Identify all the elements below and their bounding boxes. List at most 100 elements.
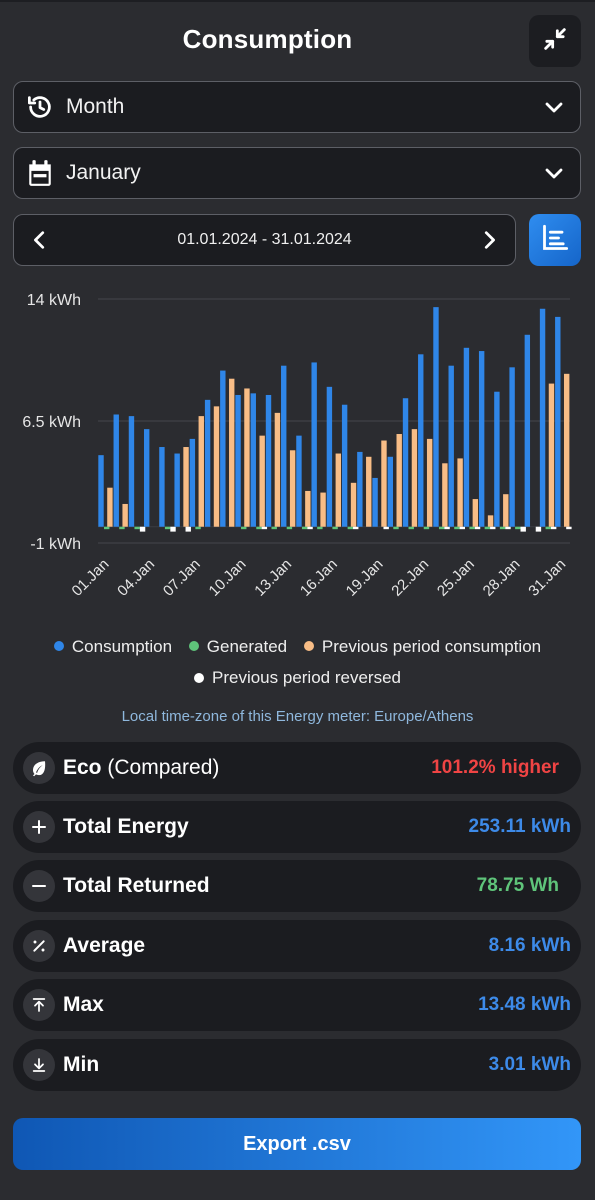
generated-bar bbox=[286, 526, 293, 530]
previous-consumption-bar bbox=[259, 435, 265, 527]
previous-reversed-bar bbox=[566, 526, 572, 530]
chart-toggle-button[interactable] bbox=[529, 214, 581, 266]
previous-consumption-bar bbox=[320, 492, 326, 527]
generated-bar bbox=[119, 526, 125, 530]
consumption-bar bbox=[189, 438, 196, 527]
arrow-up-to-line-icon bbox=[23, 989, 55, 1021]
generated-bar bbox=[317, 526, 323, 530]
generated-bar bbox=[545, 526, 551, 530]
generated-bar bbox=[164, 526, 171, 530]
collapse-button[interactable] bbox=[529, 15, 581, 67]
consumption-bar bbox=[296, 435, 302, 527]
generated-bar bbox=[454, 526, 460, 530]
previous-reversed-bar bbox=[261, 526, 268, 530]
plus-icon bbox=[23, 811, 55, 843]
chevron-left-icon bbox=[34, 231, 45, 249]
month-select[interactable]: January bbox=[13, 147, 581, 199]
stat-eco-value: 101.2% higher bbox=[431, 757, 559, 778]
period-select-value: Month bbox=[66, 95, 125, 118]
consumption-bar bbox=[524, 334, 531, 527]
stat-total-returned-value: 78.75 Wh bbox=[476, 875, 559, 896]
chart-icon bbox=[541, 224, 569, 257]
previous-reversed-bar bbox=[353, 526, 359, 530]
consumption-bar bbox=[204, 399, 211, 527]
stat-total-energy-label: Total Energy bbox=[63, 815, 189, 838]
consumption-bar bbox=[357, 451, 363, 527]
consumption-chart: 14 kWh 6.5 kWh -1 kWh 01.Jan 04.Jan 07.Jan 10.… bbox=[0, 280, 595, 650]
x-tick-label: 25.Jan bbox=[434, 556, 478, 600]
legend-label: Previous period consumption bbox=[321, 636, 542, 656]
consumption-bar bbox=[387, 456, 394, 527]
previous-reversed-bar bbox=[459, 526, 466, 530]
previous-consumption-bar bbox=[472, 499, 479, 527]
consumption-bar bbox=[402, 398, 409, 527]
legend-label: Generated bbox=[206, 636, 288, 656]
previous-reversed-bar bbox=[383, 526, 389, 530]
legend-label: Consumption bbox=[71, 636, 173, 656]
generated-bar bbox=[438, 526, 445, 530]
stat-average-label: Average bbox=[63, 934, 146, 957]
previous-reversed-bar bbox=[505, 526, 511, 530]
previous-reversed-bar bbox=[170, 526, 176, 532]
previous-consumption-bar bbox=[442, 463, 448, 527]
previous-consumption-bar bbox=[183, 447, 189, 527]
previous-consumption-bar bbox=[244, 388, 250, 527]
x-tick-label: 04.Jan bbox=[114, 556, 158, 600]
x-tick-label: 31.Jan bbox=[525, 556, 569, 600]
generated-bar bbox=[499, 526, 506, 530]
y-tick-label: -1 kWh bbox=[30, 536, 81, 553]
consumption-bar bbox=[478, 351, 485, 527]
period-select[interactable]: Month bbox=[13, 81, 581, 133]
consumption-bar bbox=[159, 447, 165, 527]
generated-bar bbox=[469, 526, 475, 530]
export-csv-button[interactable]: Export .csv bbox=[13, 1118, 581, 1170]
previous-reversed-bar bbox=[307, 526, 313, 530]
chevron-down-icon bbox=[541, 94, 567, 120]
legend-item-reversed[interactable]: Previous period reversed bbox=[194, 662, 401, 693]
previous-reversed-bar bbox=[535, 526, 542, 532]
legend-item-consumption[interactable]: Consumption bbox=[53, 631, 173, 662]
stat-min-label: Min bbox=[63, 1053, 100, 1076]
generated-bar bbox=[271, 526, 277, 530]
legend-label: Previous period reversed bbox=[212, 668, 401, 687]
previous-consumption-bar bbox=[381, 440, 387, 527]
generated-bar bbox=[301, 526, 308, 530]
generated-bar bbox=[104, 526, 110, 530]
consumption-bar bbox=[174, 453, 180, 527]
date-range-text: 01.01.2024 - 31.01.2024 bbox=[177, 231, 352, 248]
previous-reversed-bar bbox=[185, 526, 191, 532]
stat-min-value: 3.01 kWh bbox=[488, 1054, 571, 1075]
stat-average: Average 8.16 kWh bbox=[13, 920, 581, 972]
x-tick-label: 10.Jan bbox=[206, 556, 250, 600]
consumption-bar bbox=[448, 365, 454, 527]
month-select-value: January bbox=[66, 161, 141, 184]
previous-reversed-bar bbox=[139, 526, 146, 532]
consumption-bar bbox=[539, 308, 546, 527]
previous-consumption-bar bbox=[305, 490, 311, 527]
previous-consumption-bar bbox=[122, 503, 128, 527]
consumption-bar bbox=[433, 307, 439, 527]
history-icon bbox=[25, 92, 55, 122]
previous-period-button[interactable] bbox=[20, 220, 60, 260]
generated-bar bbox=[515, 526, 521, 530]
date-range-navigator: 01.01.2024 - 31.01.2024 bbox=[13, 214, 516, 266]
previous-consumption-bar bbox=[213, 406, 220, 527]
previous-consumption-bar bbox=[350, 482, 357, 527]
consumption-bar bbox=[494, 391, 500, 527]
consumption-bar bbox=[326, 386, 333, 527]
generated-bar bbox=[423, 526, 430, 530]
stat-total-energy-value: 253.11 kWh bbox=[468, 816, 571, 837]
previous-reversed-bar bbox=[474, 526, 481, 530]
stat-max-value: 13.48 kWh bbox=[478, 994, 571, 1015]
legend-item-previous[interactable]: Previous period consumption bbox=[303, 631, 542, 662]
chart-svg: 14 kWh 6.5 kWh -1 kWh 01.Jan 04.Jan 07.Jan 10.… bbox=[22, 292, 572, 600]
next-period-button[interactable] bbox=[469, 220, 509, 260]
calendar-icon bbox=[25, 158, 55, 188]
percent-icon bbox=[23, 930, 55, 962]
previous-consumption-bar bbox=[487, 515, 494, 527]
consumption-bar bbox=[113, 414, 119, 527]
x-tick-label: 28.Jan bbox=[480, 556, 524, 600]
legend-item-generated[interactable]: Generated bbox=[188, 631, 288, 662]
consumption-bar bbox=[220, 370, 226, 527]
consumption-bar bbox=[265, 394, 272, 527]
